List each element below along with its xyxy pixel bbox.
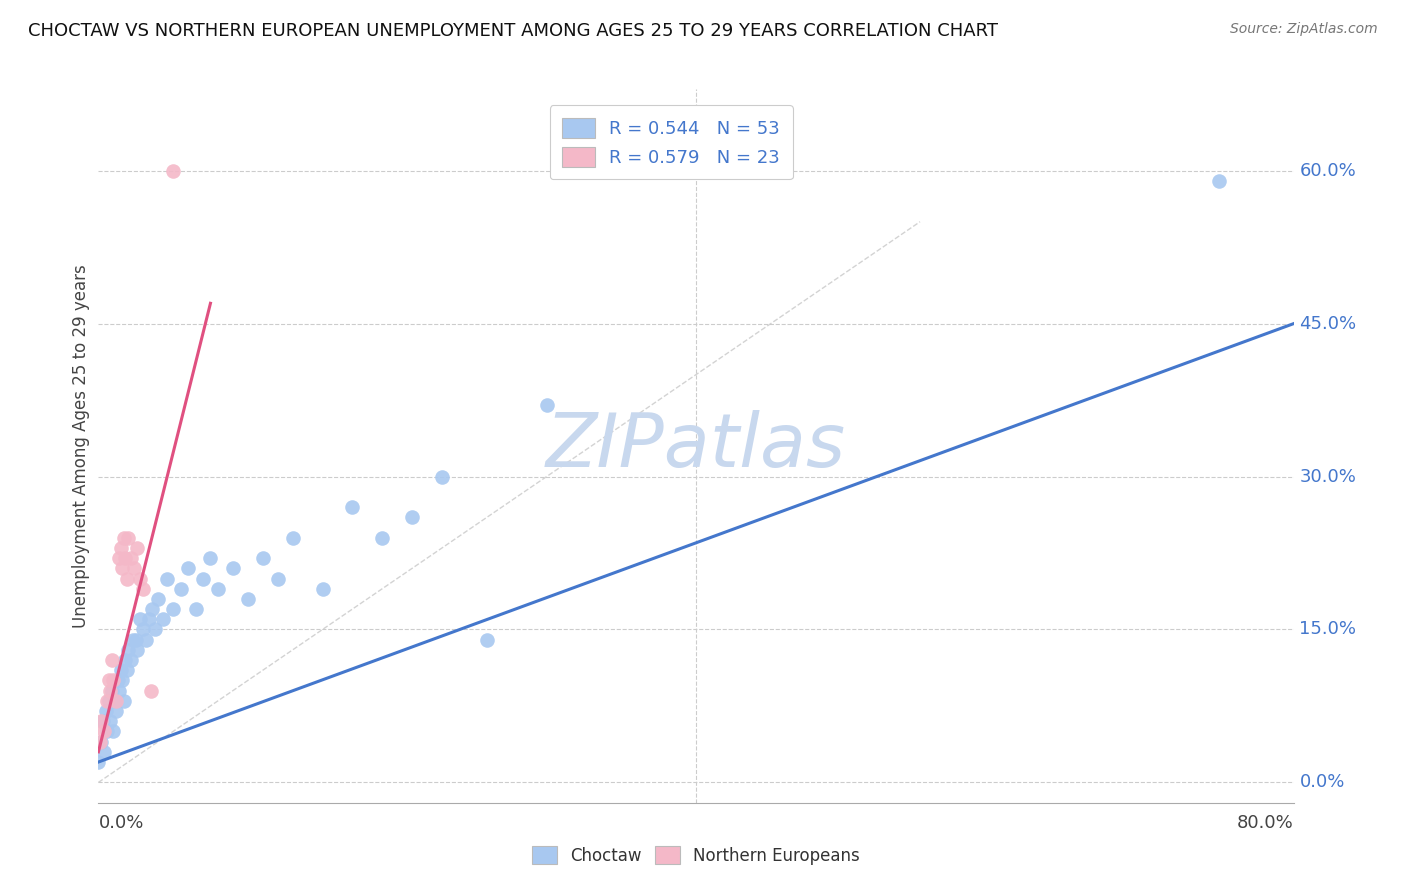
Point [311,582,333,596]
Legend: Choctaw, Northern Europeans: Choctaw, Northern Europeans [523,838,869,873]
Point [97,694,120,708]
Point [152,612,174,626]
Point [115,663,138,677]
Point [104,694,127,708]
Text: ZIPatlas: ZIPatlas [546,410,846,482]
Point [110,663,132,677]
Point [124,561,146,575]
Point [89,734,111,748]
Point [117,643,139,657]
Point [281,531,304,545]
Text: 80.0%: 80.0% [1237,814,1294,832]
Point [121,632,143,647]
Point [112,531,135,545]
Point [110,541,132,555]
Point [1208,174,1230,188]
Point [222,561,245,575]
Point [135,632,157,647]
Point [111,673,134,688]
Point [114,653,136,667]
Text: 60.0%: 60.0% [1299,161,1357,180]
Point [138,612,160,626]
Point [108,683,131,698]
Point [105,694,128,708]
Point [162,163,184,178]
Text: 30.0%: 30.0% [1299,467,1357,485]
Point [93,745,115,759]
Point [127,643,149,657]
Point [91,714,114,729]
Text: CHOCTAW VS NORTHERN EUROPEAN UNEMPLOYMENT AMONG AGES 25 TO 29 YEARS CORRELATION : CHOCTAW VS NORTHERN EUROPEAN UNEMPLOYMEN… [28,22,998,40]
Point [342,500,364,515]
Point [120,551,142,566]
Point [105,704,128,718]
Point [108,551,131,566]
Point [371,531,394,545]
Point [96,724,118,739]
Point [120,653,142,667]
Point [107,673,129,688]
Point [536,398,558,412]
Point [129,572,152,586]
Point [184,602,207,616]
Text: 0.0%: 0.0% [1299,773,1346,791]
Point [207,582,229,596]
Point [103,673,125,688]
Point [101,683,124,698]
Point [94,704,117,718]
Point [93,724,115,739]
Point [98,714,122,729]
Point [169,582,191,596]
Point [430,469,453,483]
Point [401,510,423,524]
Point [127,541,149,555]
Text: 45.0%: 45.0% [1299,315,1357,333]
Point [87,755,110,769]
Y-axis label: Unemployment Among Ages 25 to 29 years: Unemployment Among Ages 25 to 29 years [72,264,90,628]
Point [129,612,152,626]
Point [101,653,124,667]
Text: Source: ZipAtlas.com: Source: ZipAtlas.com [1230,22,1378,37]
Point [98,683,122,698]
Point [139,683,162,698]
Point [114,551,136,566]
Point [96,694,118,708]
Point [267,572,290,586]
Point [191,572,214,586]
Point [200,551,222,566]
Point [90,734,112,748]
Point [148,591,170,606]
Text: 0.0%: 0.0% [98,814,143,832]
Point [111,561,134,575]
Point [112,694,135,708]
Point [236,591,259,606]
Point [117,531,139,545]
Point [90,714,112,729]
Point [132,623,155,637]
Point [115,572,138,586]
Point [97,673,120,688]
Point [162,602,184,616]
Text: 15.0%: 15.0% [1299,621,1357,639]
Point [103,724,125,739]
Point [143,623,166,637]
Point [125,632,148,647]
Point [252,551,274,566]
Point [475,632,498,647]
Point [141,602,163,616]
Point [132,582,155,596]
Point [156,572,179,586]
Point [177,561,200,575]
